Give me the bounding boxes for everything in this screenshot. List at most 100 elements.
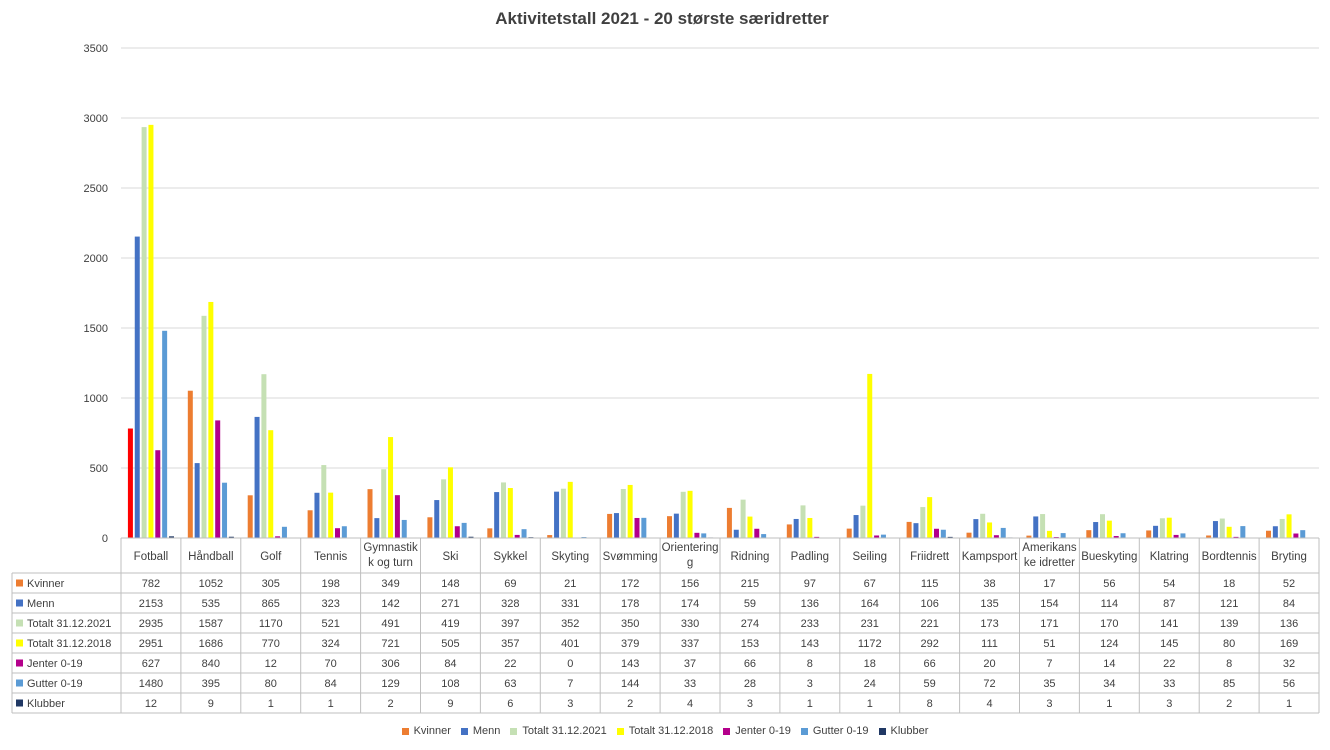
bar	[454, 526, 460, 538]
table-cell-value: 505	[441, 638, 459, 650]
table-cell-value: 6	[507, 698, 513, 710]
bar	[261, 374, 267, 538]
bar	[860, 505, 866, 538]
bar	[1146, 530, 1152, 538]
table-cell-value: 231	[861, 618, 879, 630]
bar	[687, 490, 693, 538]
category-label: Friidrett	[910, 551, 950, 563]
table-cell-value: 7	[567, 678, 573, 690]
bar	[701, 533, 707, 538]
legend: Kvinner Menn Totalt 31.12.2021 Totalt 31.12…	[0, 725, 1330, 738]
table-cell-value: 1172	[858, 638, 882, 650]
bar	[1173, 534, 1179, 538]
category-label: Sykkel	[493, 551, 527, 563]
table-cell-value: 3	[1046, 698, 1052, 710]
bar	[275, 536, 281, 538]
y-tick-label: 0	[102, 533, 108, 545]
table-cell-value: 840	[202, 658, 220, 670]
table-cell-value: 170	[1100, 618, 1118, 630]
table-cell-value: 136	[1280, 618, 1298, 630]
table-cell-value: 28	[744, 678, 756, 690]
bar	[1040, 514, 1046, 538]
bar	[247, 495, 253, 538]
bar	[141, 127, 147, 538]
table-cell-value: 135	[980, 598, 998, 610]
table-cell-value: 129	[381, 678, 399, 690]
bar	[208, 301, 214, 538]
bar	[155, 450, 161, 538]
table-cell-value: 20	[983, 658, 995, 670]
table-cell-value: 323	[321, 598, 339, 610]
table-cell-value: 124	[1100, 638, 1118, 650]
table-cell-value: 1480	[139, 678, 163, 690]
table-cell-value: 1	[867, 698, 873, 710]
table-cell-value: 17	[1043, 578, 1055, 590]
table-cell-value: 97	[804, 578, 816, 590]
bar	[1279, 518, 1285, 538]
bar	[228, 536, 234, 538]
table-cell-value: 63	[504, 678, 516, 690]
category-label: Skyting	[551, 551, 589, 563]
bar	[560, 488, 566, 538]
legend-key-icon	[460, 727, 468, 735]
table-cell-value: 3	[1166, 698, 1172, 710]
table-cell-value: 9	[447, 698, 453, 710]
table-cell-value: 121	[1220, 598, 1238, 610]
table-cell-value: 143	[801, 638, 819, 650]
table-cell-value: 52	[1283, 578, 1295, 590]
bar	[1180, 533, 1186, 538]
legend-label: Totalt 31.12.2021	[522, 725, 607, 737]
bar	[867, 373, 873, 538]
bar	[906, 521, 912, 538]
table-cell-value: 233	[801, 618, 819, 630]
table-cell-value: 721	[381, 638, 399, 650]
bar	[394, 495, 400, 538]
table-cell-value: 143	[621, 658, 639, 670]
bar	[521, 529, 527, 538]
table-cell-value: 0	[567, 658, 573, 670]
bar	[913, 523, 919, 538]
legend-key-icon	[401, 727, 409, 735]
table-cell-value: 115	[921, 578, 939, 590]
bar	[920, 507, 926, 538]
legend-key-icon	[16, 619, 23, 627]
bar	[1272, 526, 1278, 538]
category-label: Ski	[442, 551, 458, 563]
bar	[740, 499, 746, 538]
table-cell-value: 274	[741, 618, 759, 630]
bar	[667, 516, 673, 538]
legend-key-icon	[16, 679, 23, 687]
bar	[807, 517, 813, 538]
category-label: g	[687, 557, 693, 569]
bar	[1106, 520, 1112, 538]
bar	[388, 437, 394, 538]
category-label: Bueskyting	[1081, 551, 1137, 563]
table-cell-value: 330	[681, 618, 699, 630]
table-cell-value: 144	[621, 678, 639, 690]
bar	[673, 513, 679, 538]
bar	[1266, 530, 1272, 538]
legend-label: Kvinner	[413, 725, 451, 737]
legend-item: Jenter 0-19	[723, 725, 791, 737]
bar	[927, 497, 933, 538]
bars	[127, 124, 1313, 539]
y-tick-label: 2000	[84, 253, 108, 265]
data-table: Fotball Håndball Golf Tennis Gymnastik k og t…	[11, 537, 1320, 714]
bar	[447, 467, 453, 538]
y-tick-label: 2500	[84, 183, 108, 195]
table-cell-value: 22	[504, 658, 516, 670]
bar	[613, 513, 619, 538]
legend-label: Jenter 0-19	[735, 725, 791, 737]
table-cell-value: 2	[387, 698, 393, 710]
table-cell-value: 80	[1223, 638, 1235, 650]
legend-item: Kvinner	[401, 725, 451, 737]
legend-key-icon	[16, 599, 23, 607]
table-cell-value: 156	[681, 578, 699, 590]
table-cell-value: 67	[864, 578, 876, 590]
category-label: Seiling	[852, 551, 887, 563]
table-cell-value: 1	[1286, 698, 1292, 710]
table-cell-value: 87	[1163, 598, 1175, 610]
table-cell-value: 173	[980, 618, 998, 630]
bar	[934, 528, 939, 538]
bar	[194, 463, 200, 538]
